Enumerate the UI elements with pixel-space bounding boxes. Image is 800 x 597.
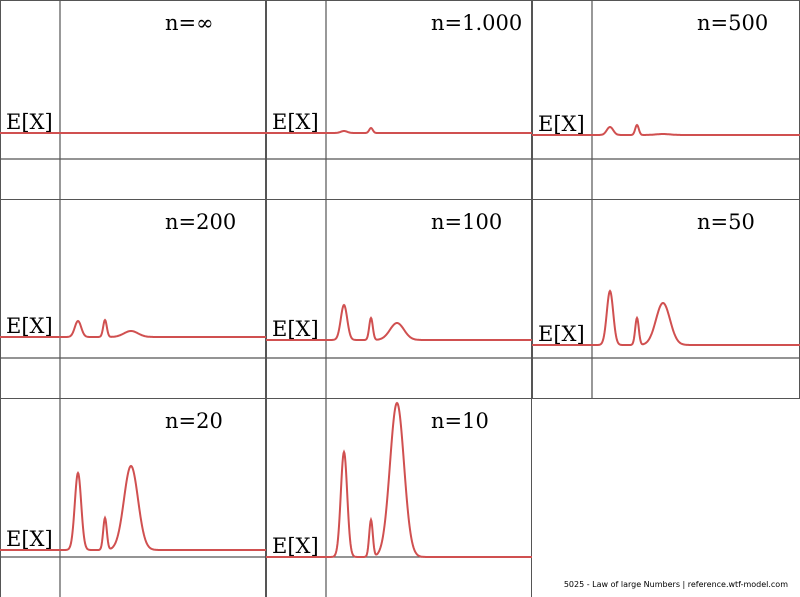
distribution-curve bbox=[266, 303, 532, 341]
expected-value-label: E[X] bbox=[272, 534, 319, 558]
panel-title: n=50 bbox=[697, 210, 755, 234]
panel-frame bbox=[0, 0, 266, 200]
panel-title: n=20 bbox=[165, 409, 223, 433]
expected-value-label: E[X] bbox=[6, 314, 53, 338]
panel-title: n=200 bbox=[165, 210, 236, 234]
distribution-curve bbox=[266, 126, 532, 134]
panel-frame bbox=[0, 398, 266, 597]
expected-value-label: E[X] bbox=[538, 322, 585, 346]
expected-value-label: E[X] bbox=[538, 112, 585, 136]
panel-frame bbox=[266, 398, 532, 597]
expected-value-label: E[X] bbox=[272, 317, 319, 341]
panel-title: n=10 bbox=[431, 409, 489, 433]
panel-title: n=100 bbox=[431, 210, 502, 234]
distribution-curve bbox=[0, 318, 266, 338]
expected-value-label: E[X] bbox=[6, 527, 53, 551]
footer-credit: 5025 - Law of large Numbers | reference.… bbox=[563, 580, 788, 589]
panel-title: n=∞ bbox=[165, 11, 214, 35]
panel-title: n=1.000 bbox=[431, 11, 522, 35]
expected-value-label: E[X] bbox=[272, 110, 319, 134]
panel-frame bbox=[532, 199, 800, 399]
expected-value-label: E[X] bbox=[6, 110, 53, 134]
distribution-curve bbox=[266, 401, 532, 558]
distribution-curve bbox=[532, 289, 800, 346]
distribution-curve bbox=[532, 123, 800, 136]
distribution-curve bbox=[0, 464, 266, 551]
panel-title: n=500 bbox=[697, 11, 768, 35]
